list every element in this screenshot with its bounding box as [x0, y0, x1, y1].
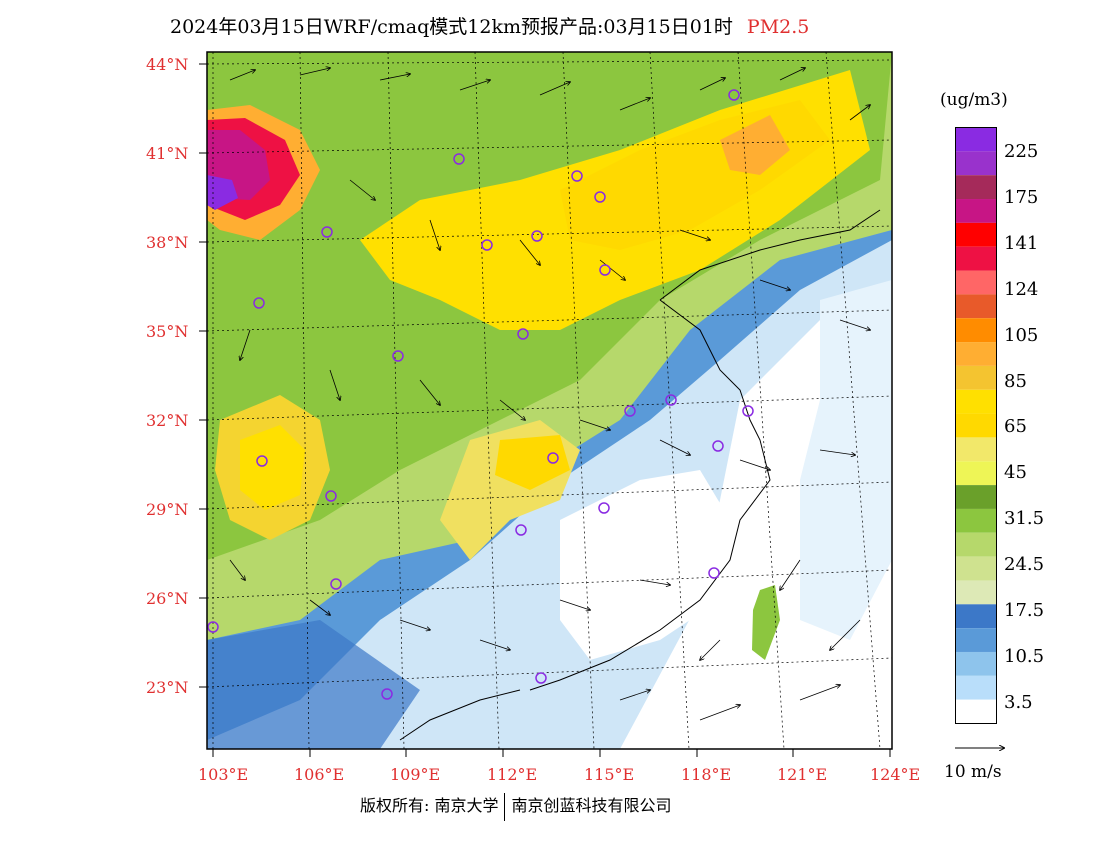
colorbar-swatch [955, 270, 997, 295]
lon-label-121: 121°E [777, 765, 828, 784]
graticule [207, 52, 892, 749]
credit-line: 版权所有: 南京大学 南京创蓝科技有限公司 [360, 792, 672, 821]
colorbar-label: 10.5 [1004, 646, 1045, 667]
colorbar-swatch [955, 294, 997, 319]
colorbar-swatch [955, 580, 997, 605]
colorbar-label: 17.5 [1004, 600, 1045, 621]
colorbar-label: 85 [1004, 371, 1027, 392]
colorbar-label: 141 [1004, 233, 1039, 254]
colorbar-swatch [955, 413, 997, 438]
lon-label-103: 103°E [198, 765, 249, 784]
colorbar-swatch [955, 651, 997, 676]
colorbar-label: 3.5 [1004, 692, 1033, 713]
coastline [399, 209, 881, 741]
concentration-field [207, 52, 892, 749]
lat-label-26: 26°N [146, 589, 189, 608]
title-text: 2024年03月15日WRF/cmaq模式12km预报产品:03月15日01时 [170, 16, 733, 38]
colorbar-swatch [955, 175, 997, 200]
lat-label-32: 32°N [146, 411, 189, 430]
lon-label-115: 115°E [584, 765, 635, 784]
city-markers [207, 89, 754, 700]
colorbar-label: 31.5 [1004, 508, 1045, 529]
colorbar-swatch [955, 556, 997, 581]
credit-separator [504, 792, 506, 821]
colorbar-swatch [955, 246, 997, 271]
colorbar-label: 124 [1004, 279, 1039, 300]
wind-reference-label: 10 m/s [944, 762, 1002, 782]
lat-label-44: 44°N [146, 55, 189, 74]
colorbar-swatch [955, 437, 997, 462]
colorbar [955, 127, 997, 724]
colorbar-swatch [955, 151, 997, 176]
colorbar-swatch [955, 675, 997, 700]
lat-label-41: 41°N [146, 144, 189, 163]
lat-label-29: 29°N [146, 500, 189, 519]
credit-right: 南京创蓝科技有限公司 [511, 796, 672, 815]
colorbar-swatch [955, 342, 997, 366]
lon-label-106: 106°E [294, 765, 345, 784]
colorbar-swatch [955, 199, 997, 223]
lat-label-35: 35°N [146, 322, 189, 341]
colorbar-swatch [955, 222, 997, 247]
wind-vectors [229, 68, 870, 721]
colorbar-label: 175 [1004, 187, 1039, 208]
colorbar-swatch [955, 485, 997, 509]
lon-label-118: 118°E [681, 765, 732, 784]
colorbar-units: (ug/m3) [940, 90, 1008, 110]
map-frame [206, 51, 893, 750]
colorbar-frame [955, 127, 997, 724]
colorbar-label: 45 [1004, 462, 1027, 483]
colorbar-swatch [955, 365, 997, 390]
pollutant-label: PM2.5 [746, 16, 810, 38]
colorbar-swatch [955, 532, 997, 557]
colorbar-label: 24.5 [1004, 554, 1045, 575]
colorbar-swatch [955, 604, 997, 629]
colorbar-swatch [955, 628, 997, 652]
colorbar-swatch [955, 699, 997, 724]
lon-label-112: 112°E [487, 765, 538, 784]
colorbar-label: 105 [1004, 325, 1039, 346]
colorbar-swatch [955, 508, 997, 533]
colorbar-swatch [955, 389, 997, 414]
lon-label-109: 109°E [390, 765, 441, 784]
colorbar-swatch [955, 318, 997, 343]
lat-label-38: 38°N [146, 233, 189, 252]
colorbar-swatch [955, 127, 997, 152]
colorbar-label: 225 [1004, 141, 1039, 162]
colorbar-swatch [955, 461, 997, 486]
credit-left: 版权所有: 南京大学 [360, 796, 499, 815]
map-title: 2024年03月15日WRF/cmaq模式12km预报产品:03月15日01时 P… [170, 12, 809, 39]
map-ticks [199, 63, 891, 757]
colorbar-label: 65 [1004, 416, 1027, 437]
lon-label-124: 124°E [870, 765, 921, 784]
lat-label-23: 23°N [146, 678, 189, 697]
